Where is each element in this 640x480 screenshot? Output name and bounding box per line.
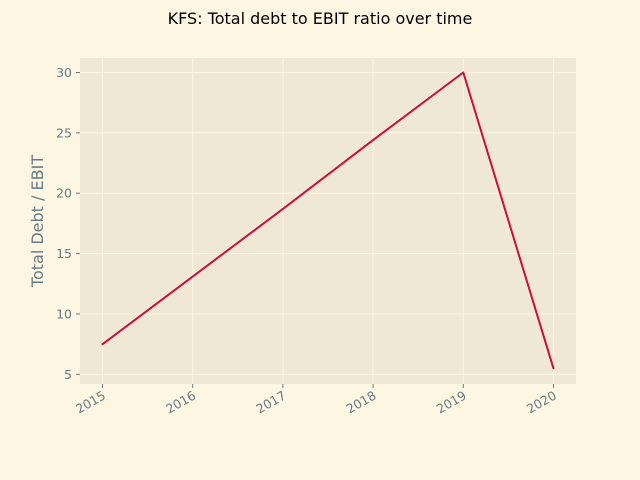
y-tick-label: 15 [56,246,72,261]
series-line [101,71,555,370]
x-tick-label: 2017 [253,388,288,417]
y-axis-label: Total Debt / EBIT [28,155,47,288]
x-tick-label: 2020 [524,388,559,417]
x-axis: 2015 2016 2017 2018 2019 2020 [73,384,559,417]
y-tick-label: 30 [56,65,72,80]
x-tick-label: 2018 [344,388,379,417]
x-tick-label: 2015 [73,388,108,417]
x-tick-label: 2016 [163,388,198,417]
y-tick-label: 10 [56,306,72,321]
y-tick-label: 20 [56,186,72,201]
y-axis: 5 10 15 20 25 30 [56,65,80,382]
plot-area [80,58,576,384]
series-group [101,71,555,370]
chart-title: KFS: Total debt to EBIT ratio over time [168,9,473,28]
x-tick-label: 2019 [434,388,469,417]
grid-lines [80,58,576,384]
y-tick-label: 5 [64,367,72,382]
y-tick-label: 25 [56,125,72,140]
